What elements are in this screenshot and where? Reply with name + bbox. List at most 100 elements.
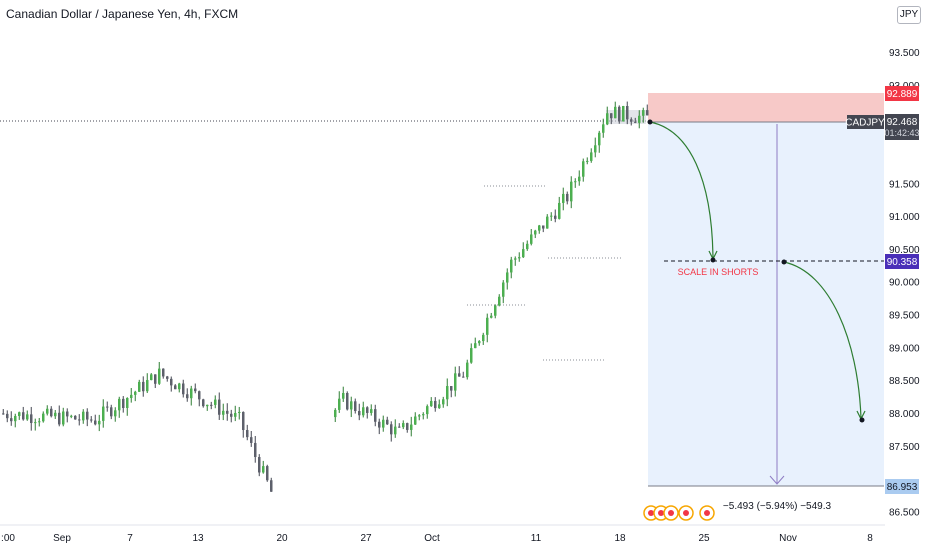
measure-arrowhead xyxy=(769,475,785,485)
candle-body xyxy=(246,430,249,438)
candle-body xyxy=(450,386,453,391)
candle-body xyxy=(178,383,181,390)
y-tick-label: 88.000 xyxy=(889,409,920,420)
candle-body xyxy=(418,415,421,417)
candle-body xyxy=(354,401,357,412)
candle-body xyxy=(146,380,149,392)
candle-body xyxy=(398,426,401,428)
x-tick-label: Oct xyxy=(424,533,440,544)
candle-body xyxy=(206,404,209,407)
x-tick-label: 13 xyxy=(192,533,204,544)
candle-body xyxy=(78,419,81,421)
anchor-point[interactable] xyxy=(781,259,787,265)
candle-body xyxy=(570,181,573,202)
candle-body xyxy=(410,424,413,430)
candle-body xyxy=(646,110,649,116)
candle-body xyxy=(14,415,17,422)
price-label-last: 92.468 01:42:43 xyxy=(884,114,920,140)
risk-zone[interactable] xyxy=(648,93,884,122)
candle-body xyxy=(106,406,109,408)
time-axis[interactable]: :00 Sep 7 13 20 27 Oct 11 18 25 Nov 8 xyxy=(1,533,873,544)
candle-body xyxy=(554,215,557,219)
candle-body xyxy=(334,409,337,418)
candle-body xyxy=(58,412,61,425)
candle-body xyxy=(378,421,381,428)
candle-body xyxy=(534,230,537,235)
candle-body xyxy=(30,414,33,424)
candle-body xyxy=(522,249,525,258)
candle-body xyxy=(542,225,545,229)
x-tick-label: 20 xyxy=(276,533,288,544)
candle-body xyxy=(526,243,529,250)
candle-body xyxy=(430,400,433,407)
candle-body xyxy=(578,176,581,182)
candle-body xyxy=(382,419,385,428)
candle-body xyxy=(34,422,37,424)
candle-body xyxy=(390,424,393,435)
projection-arrow-2 xyxy=(783,261,862,419)
y-tick-label: 90.000 xyxy=(889,278,920,289)
candle-body xyxy=(458,373,461,377)
candle-body xyxy=(634,121,637,123)
candle-body xyxy=(38,421,41,423)
candle-body xyxy=(422,414,425,416)
candle-body xyxy=(166,376,169,379)
candle-body xyxy=(614,106,617,119)
y-tick-label: 90.500 xyxy=(889,245,920,256)
target2-price: 86.953 xyxy=(887,482,918,493)
candle-body xyxy=(186,394,189,399)
candle-body xyxy=(214,399,217,405)
candle-body xyxy=(234,412,237,417)
currency-badge[interactable]: JPY xyxy=(897,6,921,24)
candle-body xyxy=(218,399,221,415)
candle-body xyxy=(170,378,173,386)
candle-body xyxy=(46,408,49,414)
candle-body xyxy=(490,315,493,318)
x-tick-label: 8 xyxy=(867,533,873,544)
x-tick-label: 11 xyxy=(531,533,542,544)
event-markers[interactable] xyxy=(643,505,715,521)
candle-body xyxy=(90,419,93,421)
candle-body xyxy=(626,106,629,120)
candle-body xyxy=(134,391,137,395)
anchor-point[interactable] xyxy=(859,417,865,423)
x-tick-label: 7 xyxy=(127,533,133,544)
candle-body xyxy=(518,257,521,259)
y-tick-label: 89.000 xyxy=(889,343,920,354)
anchor-point[interactable] xyxy=(647,119,653,125)
candle-body xyxy=(98,420,101,425)
candle-body xyxy=(118,398,121,411)
candle-body xyxy=(250,437,253,443)
projection-arrow-1 xyxy=(649,121,714,259)
candle-body xyxy=(586,160,589,162)
candle-body xyxy=(102,406,105,421)
candle-body xyxy=(530,234,533,244)
candle-body xyxy=(438,404,441,409)
candle-body xyxy=(82,411,85,421)
candle-body xyxy=(266,466,269,481)
price-axis[interactable]: 93.50093.00092.45991.50091.00090.50090.0… xyxy=(889,48,920,518)
candle-body xyxy=(114,410,117,417)
stop-price: 92.889 xyxy=(887,89,918,100)
candle-body xyxy=(478,341,481,344)
y-tick-label: 93.500 xyxy=(889,48,920,59)
candle-body xyxy=(538,225,541,231)
candle-body xyxy=(602,124,605,133)
candle-body xyxy=(550,215,553,217)
candle-body xyxy=(66,411,69,417)
candle-body xyxy=(26,414,29,420)
reward-zone[interactable] xyxy=(648,122,884,486)
candle-body xyxy=(494,305,497,316)
event-marker xyxy=(663,505,679,521)
symbol-label: CADJPY xyxy=(845,115,885,129)
candle-body xyxy=(514,258,517,260)
candle-body xyxy=(210,404,213,406)
candle-body xyxy=(374,409,377,422)
candle-body xyxy=(574,181,577,183)
measure-label: −5.493 (−5.94%) −549.3 xyxy=(723,501,832,512)
candle-body xyxy=(426,406,429,415)
candle-body xyxy=(122,398,125,408)
candle-body xyxy=(10,418,13,422)
anchor-point[interactable] xyxy=(710,257,716,263)
